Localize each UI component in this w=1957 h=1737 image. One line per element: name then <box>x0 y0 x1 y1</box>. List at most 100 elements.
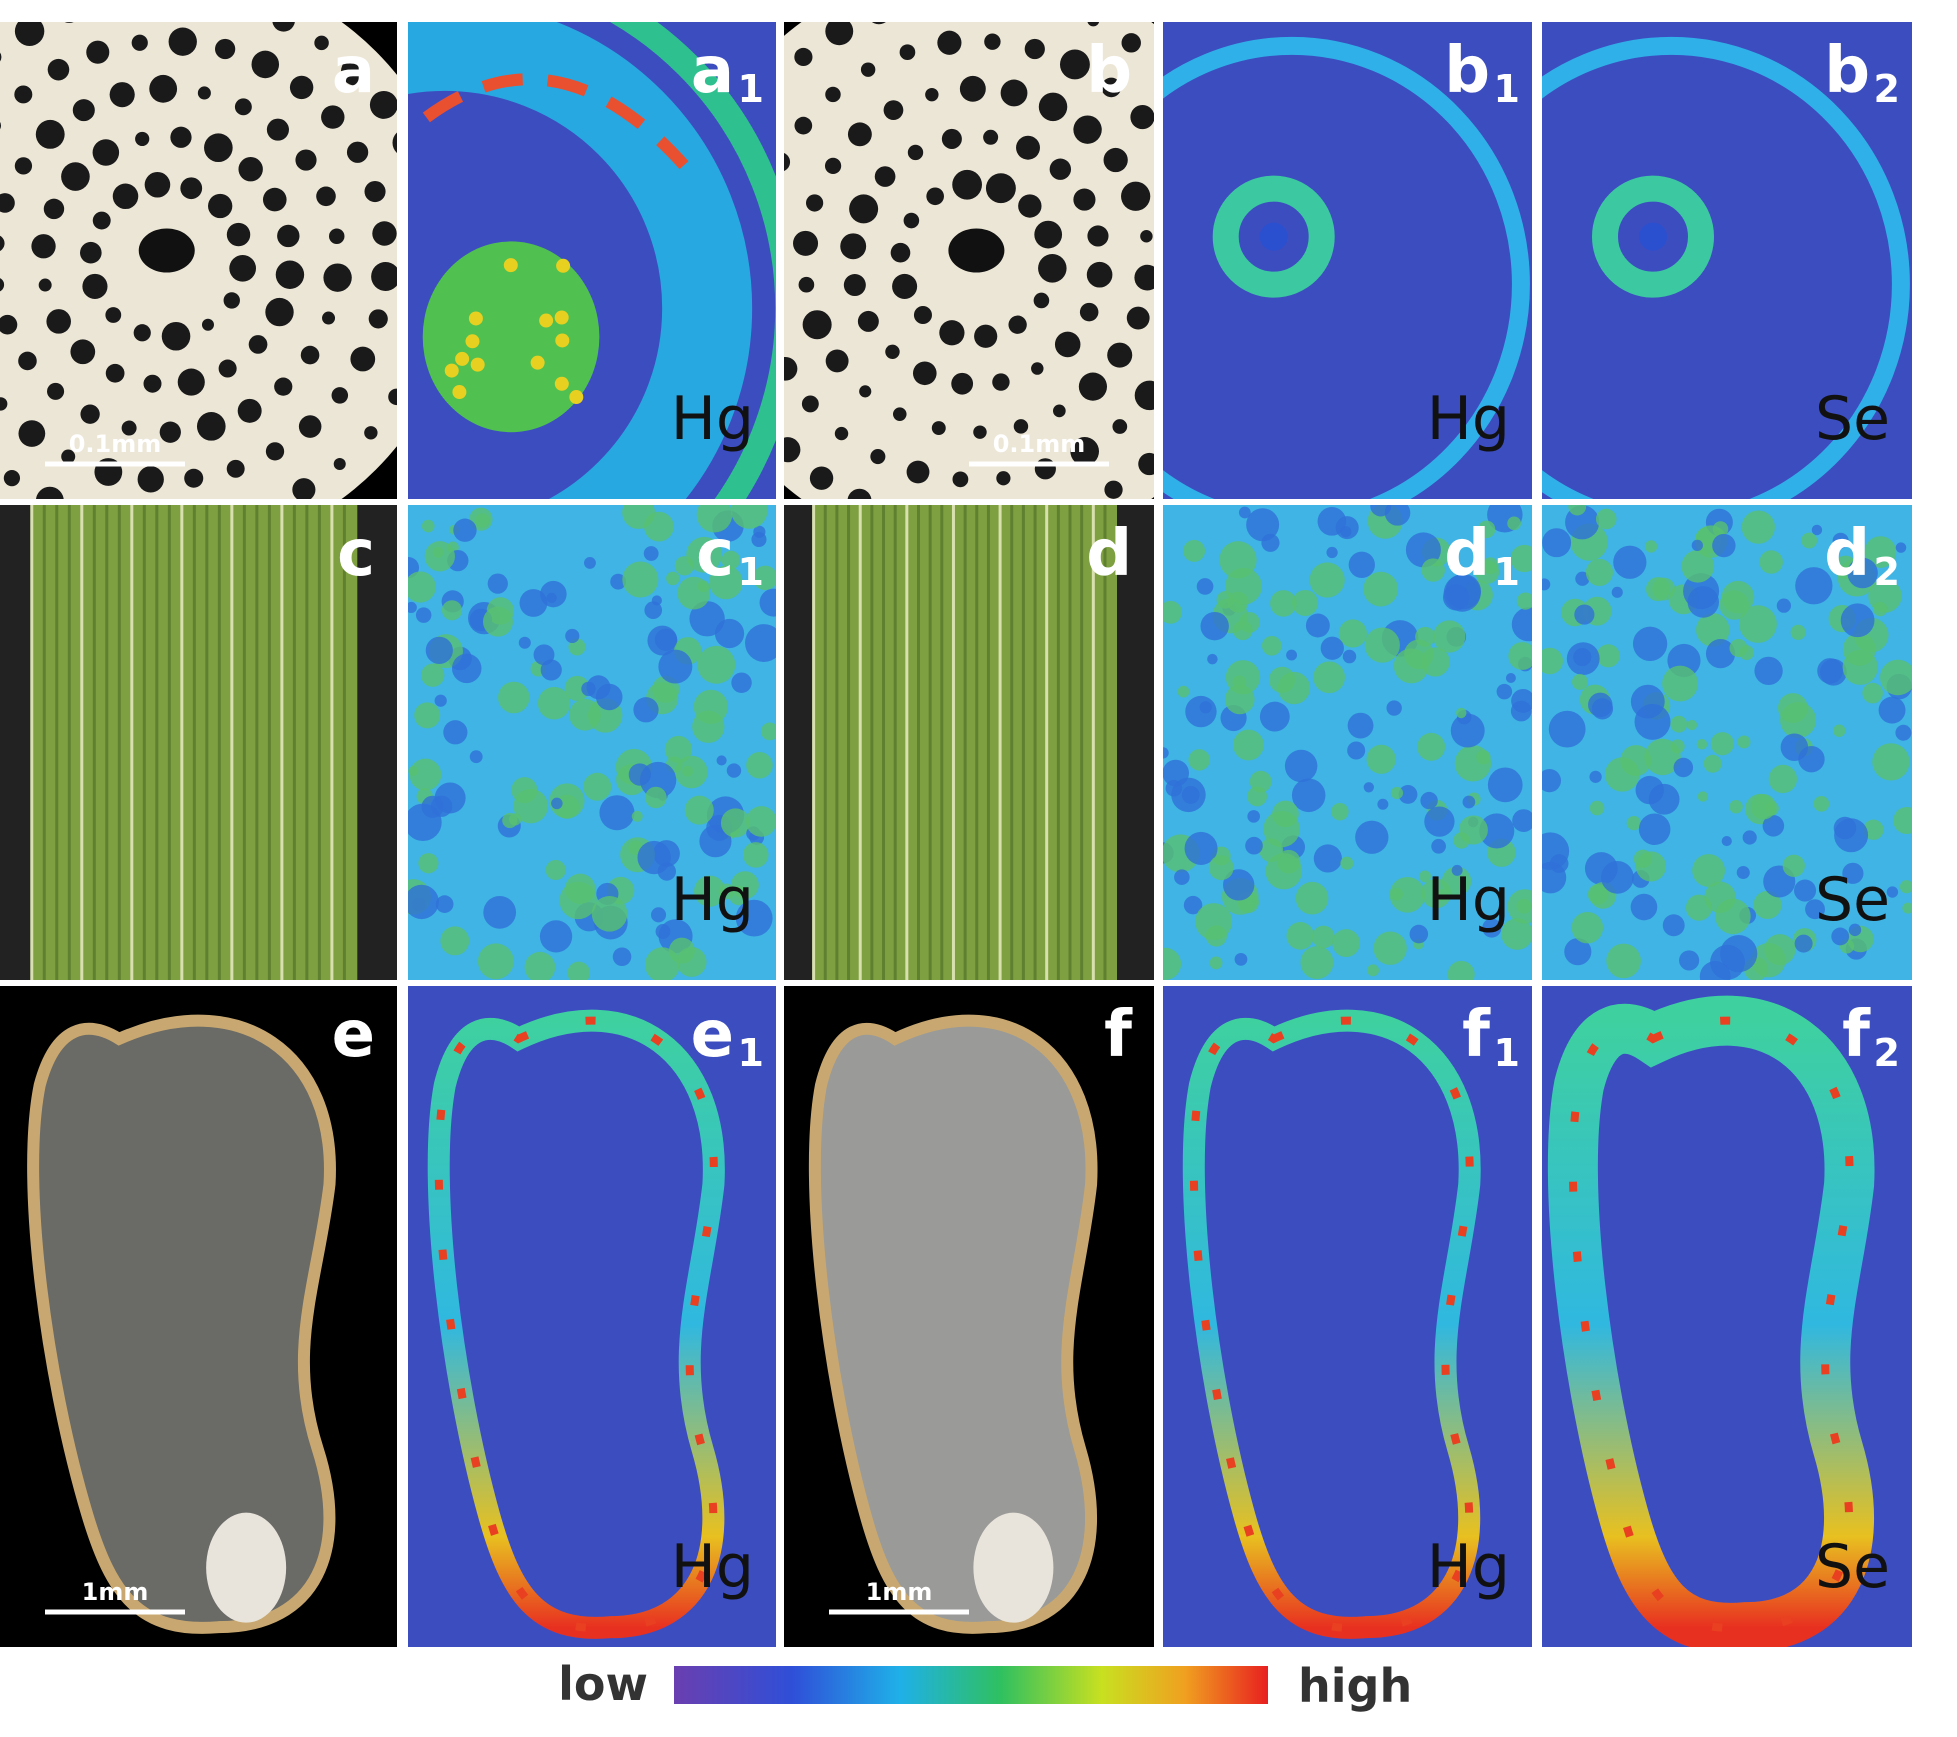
cell <box>1104 480 1123 499</box>
cell <box>931 421 946 436</box>
cell <box>973 425 987 439</box>
blob <box>1259 701 1290 732</box>
colorbar-low: low <box>558 1657 648 1711</box>
blob <box>549 783 585 819</box>
blob <box>1185 695 1217 728</box>
panel-index: 2 <box>1874 1031 1900 1075</box>
blob <box>1549 854 1569 873</box>
cell <box>1121 33 1141 53</box>
cell <box>0 278 5 292</box>
blob <box>1223 869 1255 901</box>
blob <box>1895 724 1912 741</box>
blob <box>746 806 776 837</box>
blob <box>1902 902 1912 914</box>
panel: d <box>784 505 1154 980</box>
cell <box>368 309 388 329</box>
cell <box>369 90 397 119</box>
cell <box>959 75 986 102</box>
element-label: Se <box>1815 865 1890 935</box>
blob <box>1842 862 1864 884</box>
blob <box>1207 653 1218 665</box>
cell <box>272 22 295 32</box>
panel-index: 1 <box>738 67 764 111</box>
blob <box>1261 533 1280 552</box>
cell <box>196 412 226 441</box>
cell <box>874 166 896 187</box>
cell <box>859 385 872 398</box>
panel-image <box>1542 22 1912 499</box>
blob <box>1272 800 1299 828</box>
blob <box>1635 775 1664 805</box>
blob <box>731 672 752 693</box>
blob <box>694 875 726 907</box>
cell <box>834 426 849 441</box>
blob <box>1566 642 1600 676</box>
blob <box>1542 769 1562 793</box>
cell <box>952 169 982 200</box>
panel-image <box>784 505 1154 980</box>
scale-bar-label: 1mm <box>866 1578 933 1606</box>
blob <box>1632 626 1668 662</box>
blob <box>1433 620 1466 653</box>
blob <box>1790 624 1806 640</box>
blob <box>432 546 444 558</box>
cell <box>983 129 999 145</box>
cell <box>248 335 268 354</box>
blob <box>1848 923 1862 937</box>
blob <box>1895 542 1907 553</box>
blob <box>720 808 751 838</box>
cell <box>149 74 178 103</box>
blob <box>1487 767 1523 803</box>
cell <box>903 212 920 229</box>
blob <box>735 899 773 937</box>
blob <box>477 943 514 980</box>
blob <box>1313 661 1346 694</box>
cell <box>798 276 815 293</box>
blob <box>1741 510 1775 544</box>
blob <box>1697 791 1709 802</box>
blob <box>443 720 468 745</box>
cell <box>1013 419 1029 434</box>
blob <box>546 592 557 603</box>
cell <box>1112 419 1128 434</box>
cell <box>36 486 64 499</box>
cell <box>144 171 171 198</box>
panel-image <box>0 505 397 980</box>
blob <box>1662 914 1685 937</box>
cell <box>197 86 211 100</box>
cell <box>1101 77 1122 98</box>
panel-label: e <box>691 998 734 1072</box>
panel-index: 1 <box>1494 550 1520 594</box>
cell <box>1130 105 1154 130</box>
blob <box>415 607 432 623</box>
cell <box>86 40 110 64</box>
blob <box>1163 759 1190 787</box>
scale-bar-label: 1mm <box>82 1578 149 1606</box>
spot <box>539 313 554 328</box>
blob <box>745 624 776 662</box>
cell <box>802 310 832 340</box>
cell <box>14 85 33 104</box>
cell <box>105 363 125 383</box>
cell <box>72 99 95 122</box>
blob <box>451 653 482 684</box>
blob <box>1475 560 1500 584</box>
cell <box>1087 22 1100 27</box>
blob <box>564 675 590 701</box>
blob <box>1751 942 1786 978</box>
blob <box>469 750 483 764</box>
cell <box>871 22 886 25</box>
spot <box>444 363 459 378</box>
blob <box>565 628 580 644</box>
blob <box>1453 832 1470 849</box>
blob <box>1295 881 1329 915</box>
blob <box>1174 869 1190 885</box>
blob <box>537 687 571 720</box>
panel: b 2 Se <box>1542 22 1912 499</box>
cell <box>161 321 191 351</box>
blob <box>1645 577 1670 602</box>
grain-rim <box>1547 995 1875 1647</box>
blob <box>1611 586 1623 598</box>
blob <box>709 565 743 600</box>
